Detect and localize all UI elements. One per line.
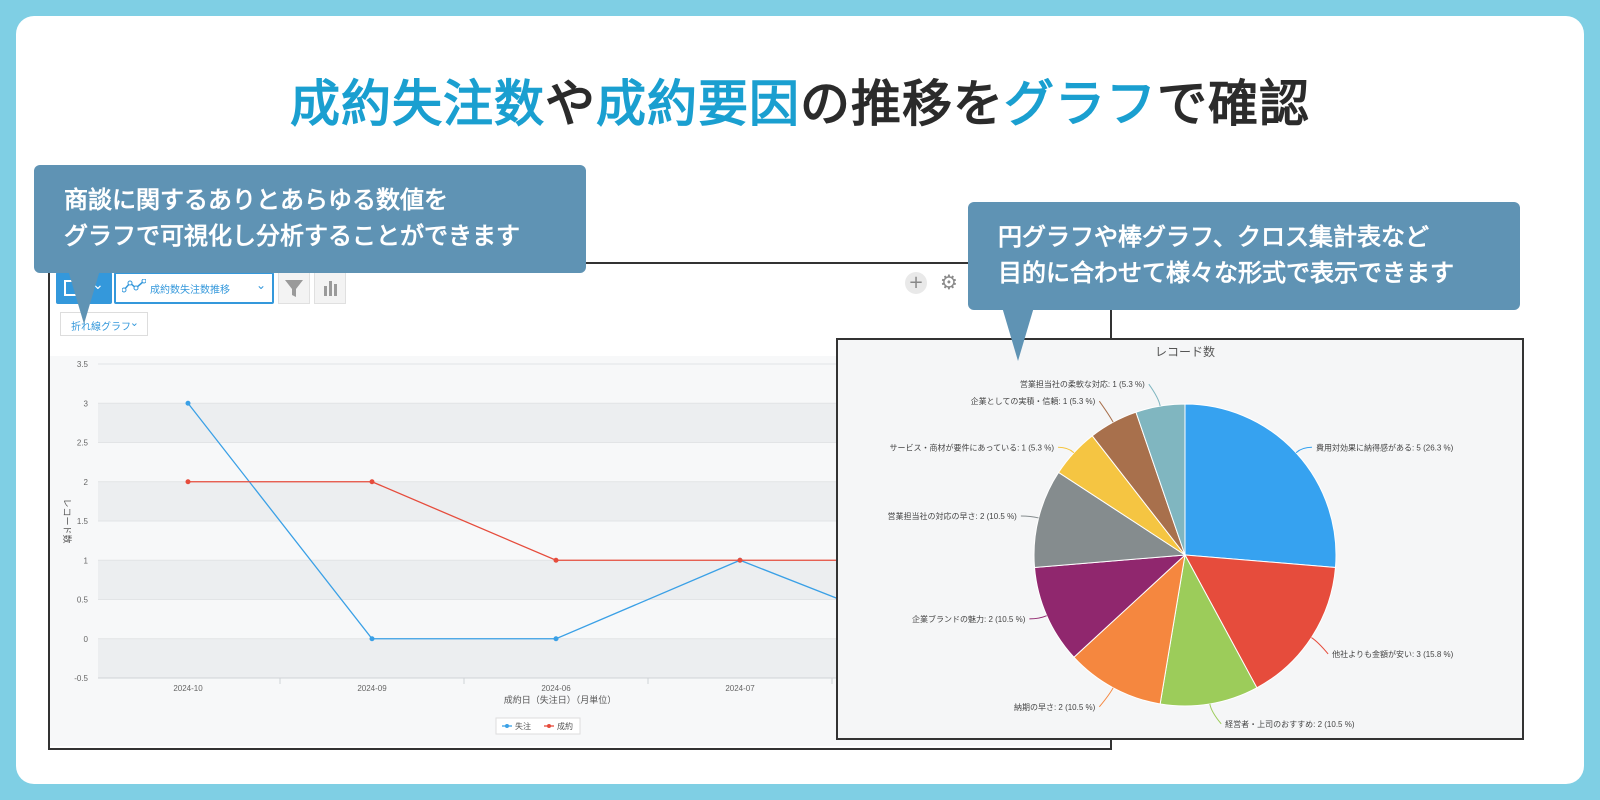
data-point <box>737 557 743 563</box>
callout-left-line-1: 商談に関するありとあらゆる数値を <box>64 186 448 214</box>
chart-type-select-label: 折れ線グラフ <box>71 322 131 333</box>
bar-chart-icon <box>324 281 337 296</box>
data-point <box>369 479 375 485</box>
legend-marker <box>547 724 551 728</box>
y-tick-label: 3 <box>84 399 89 408</box>
chart-type-select[interactable]: 折れ線グラフ ⌄ <box>60 312 148 336</box>
filter-button[interactable] <box>278 272 310 304</box>
y-tick-label: 0 <box>84 635 89 644</box>
y-tick-label: 1 <box>84 556 89 565</box>
callout-right-line-1: 円グラフや棒グラフ、クロス集計表など <box>998 223 1430 251</box>
x-tick-label: 2024-10 <box>173 684 203 693</box>
chart-select-label: 成約数失注数推移 <box>150 285 230 296</box>
y-tick-label: 3.5 <box>77 360 89 369</box>
pie-slice-label: 企業ブランドの魅力: 2 (10.5 %) <box>912 614 1026 624</box>
data-point <box>553 636 559 642</box>
pie-slice-8 <box>1135 403 1186 556</box>
pie-label-connector <box>1058 446 1075 454</box>
data-point <box>369 636 375 642</box>
pie-label-connector <box>1098 687 1114 708</box>
pie-slice-label: 営業担当社の柔軟な対応: 1 (5.3 %) <box>1020 379 1145 389</box>
filter-icon <box>285 280 303 297</box>
pie-slice-label: サービス・商材が要件にあっている: 1 (5.3 %) <box>890 442 1055 452</box>
title-part-2: や <box>545 75 596 133</box>
y-tick-label: 1.5 <box>77 517 89 526</box>
pie-slice-label: 納期の早さ: 2 (10.5 %) <box>1014 702 1096 712</box>
pie-slice-label: 企業としての実積・信頼: 1 (5.3 %) <box>971 396 1096 406</box>
pie-chart-panel: レコード数費用対効果に納得感がある: 5 (26.3 %) 他社よりも金額が安い:… <box>836 338 1524 740</box>
pie-label-connector <box>1148 383 1161 407</box>
title-part-5: グラフ <box>1004 75 1157 133</box>
y-tick-label: -0.5 <box>74 674 88 683</box>
pie-slice-0 <box>1184 403 1337 569</box>
callout-right-line-2: 目的に合わせて様々な形式で表示できます <box>998 259 1454 287</box>
add-button[interactable]: + <box>905 272 927 294</box>
x-tick-label: 2024-09 <box>357 684 387 693</box>
callout-left-line-2: グラフで可視化し分析することができます <box>64 222 520 250</box>
page-title: 成約失注数や成約要因の推移をグラフで確認 <box>0 64 1600 136</box>
data-point <box>185 479 191 485</box>
pie-slice-5 <box>1033 471 1187 569</box>
y-tick-label: 2 <box>84 478 89 487</box>
chevron-down-icon: ⌄ <box>255 278 266 292</box>
pie-label-connector <box>1311 637 1329 655</box>
chevron-down-icon: ⌄ <box>129 316 139 329</box>
pie-label-connector <box>1020 515 1039 519</box>
title-part-6: で確認 <box>1157 75 1310 133</box>
x-tick-label: 2024-07 <box>725 684 755 693</box>
pie-label-connector <box>1098 400 1114 423</box>
callout-right: 円グラフや棒グラフ、クロス集計表など 目的に合わせて様々な形式で表示できます <box>968 202 1520 310</box>
gear-icon[interactable]: ⚙ <box>940 270 958 294</box>
chart-select[interactable]: 成約数失注数推移 ⌄ <box>114 272 274 304</box>
pie-slice-label: 経営者・上司のおすすめ: 2 (10.5 %) <box>1225 719 1355 729</box>
y-tick-label: 2.5 <box>77 439 89 448</box>
y-axis-label: レコード数 <box>62 498 73 543</box>
data-point <box>185 400 191 406</box>
x-axis-label: 成約日（失注日）（月単位） <box>504 694 617 705</box>
callout-left-pointer <box>68 270 100 324</box>
chevron-down-icon: ⌄ <box>92 277 104 293</box>
pie-slice-4 <box>1033 554 1187 658</box>
legend-label: 成約 <box>557 721 573 731</box>
pie-slice-1 <box>1184 554 1337 689</box>
title-part-3: 成約要因 <box>596 75 800 133</box>
pie-label-connector <box>1209 703 1222 725</box>
pie-slice-label: 営業担当社の対応の早さ: 2 (10.5 %) <box>888 511 1018 521</box>
data-point <box>553 557 559 563</box>
legend-marker <box>505 724 509 728</box>
title-part-1: 成約失注数 <box>290 75 545 133</box>
legend-box <box>495 717 581 735</box>
x-tick-label: 2024-06 <box>541 684 571 693</box>
pie-slice-label: 他社よりも金額が安い: 3 (15.8 %) <box>1332 649 1454 659</box>
pie-label-connector <box>1295 446 1312 454</box>
line-chart-icon <box>122 279 146 293</box>
chart-type-button[interactable] <box>314 272 346 304</box>
legend-label: 失注 <box>515 721 531 731</box>
y-tick-label: 0.5 <box>77 596 89 605</box>
callout-right-pointer <box>1002 307 1034 361</box>
title-part-4: の推移を <box>800 75 1004 133</box>
pie-slice-label: 費用対効果に納得感がある: 5 (26.3 %) <box>1316 442 1454 452</box>
pie-label-connector <box>1029 615 1047 620</box>
pie-title: レコード数 <box>1155 344 1215 359</box>
callout-left: 商談に関するありとあらゆる数値を グラフで可視化し分析することができます <box>34 165 586 273</box>
